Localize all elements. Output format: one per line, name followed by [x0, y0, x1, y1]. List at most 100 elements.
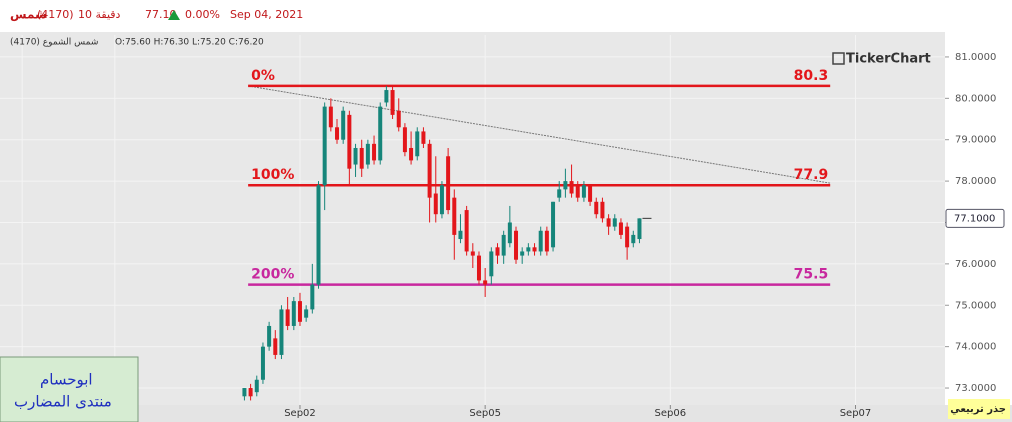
- y-tick-label: 80.0000: [955, 93, 996, 104]
- y-tick-label: 74.0000: [955, 342, 996, 353]
- y-tick-label: 78.0000: [955, 176, 996, 187]
- candle-body: [483, 280, 488, 285]
- series-label: (4170) شمس الشموع: [10, 38, 98, 48]
- candle-body: [421, 131, 426, 144]
- candle-body: [260, 346, 265, 380]
- candle-body: [396, 110, 401, 128]
- candle-body: [594, 201, 599, 215]
- candle-body: [489, 251, 494, 277]
- candle-body: [495, 247, 500, 256]
- candle-body: [563, 181, 568, 190]
- candle-body: [470, 251, 475, 256]
- candle-body: [297, 301, 302, 322]
- candle-body: [606, 218, 611, 227]
- candle-body: [384, 90, 389, 103]
- candle-body: [402, 127, 407, 153]
- candle-body: [588, 185, 593, 202]
- watermark-box: [0, 356, 139, 422]
- candle-body: [359, 147, 364, 169]
- candle-body: [452, 197, 457, 235]
- candle-body: [254, 379, 259, 393]
- fib-value: 80.3: [794, 68, 829, 84]
- candle-body: [316, 185, 321, 285]
- candle-body: [390, 90, 395, 115]
- candle-body: [353, 147, 358, 165]
- candle-body: [625, 226, 630, 248]
- y-tick-label: 75.0000: [955, 300, 996, 311]
- candle-body: [304, 309, 309, 318]
- candle-body: [446, 156, 451, 211]
- fib-value: 75.5: [794, 267, 829, 283]
- x-tick-label: Sep06: [655, 408, 687, 419]
- top-bar: [0, 0, 1012, 32]
- x-tick-label: Sep07: [840, 408, 872, 419]
- y-tick-label: 73.0000: [955, 383, 996, 394]
- candle-body: [433, 193, 438, 215]
- code: (4170): [37, 8, 74, 21]
- last-price: 77.10: [145, 8, 177, 21]
- change: 0.00%: [185, 8, 220, 21]
- candle-body: [322, 106, 327, 186]
- fib-label: 100%: [251, 167, 294, 183]
- candle-body: [372, 143, 377, 161]
- y-tick-label: 81.0000: [955, 52, 996, 63]
- brand: TickerChart: [846, 52, 931, 67]
- candle-body: [341, 110, 346, 140]
- candle-body: [514, 230, 519, 260]
- candle-body: [242, 388, 247, 397]
- candle-body: [328, 106, 333, 128]
- candle-body: [507, 222, 512, 244]
- ohlc: O:75.60 H:76.30 L:75.20 C:76.20: [115, 38, 264, 48]
- x-axis-area: [0, 405, 1012, 422]
- candle-body: [569, 181, 574, 194]
- y-tick-label: 76.0000: [955, 259, 996, 270]
- fib-label: 0%: [251, 68, 275, 84]
- candle-body: [551, 201, 556, 248]
- candle-body: [600, 201, 605, 219]
- symbol: شمس: [10, 8, 47, 22]
- candle-body: [365, 143, 370, 165]
- candle-body: [538, 230, 543, 252]
- date: Sep 04, 2021: [230, 8, 303, 21]
- candle-body: [544, 230, 549, 252]
- current-price-tag: [945, 208, 1005, 228]
- trendline: [248, 85, 831, 184]
- candle-body: [285, 309, 290, 326]
- candle-body: [532, 247, 537, 252]
- watermark-line1: ابوحسام: [40, 371, 93, 389]
- candle-body: [279, 309, 284, 355]
- brand-icon: [832, 52, 845, 65]
- candle-body: [618, 222, 623, 235]
- candle-body: [637, 218, 642, 240]
- candle-body: [575, 185, 580, 198]
- x-tick-label: Sep02: [284, 408, 316, 419]
- candle-body: [439, 185, 444, 215]
- candle-body: [581, 185, 586, 198]
- candle-body: [631, 234, 636, 244]
- candle-body: [273, 338, 278, 355]
- candle-body: [520, 251, 525, 256]
- candle-body: [464, 210, 469, 252]
- candle-body: [612, 218, 617, 227]
- candle-body: [335, 127, 340, 140]
- candle-body: [267, 325, 272, 347]
- candle-body: [409, 147, 414, 161]
- interval: 10 دقيقة: [78, 8, 121, 21]
- candle-body: [291, 301, 296, 326]
- candle-body: [427, 143, 432, 198]
- candle-body: [310, 284, 315, 310]
- watermark-line2: منتدى المضارب: [14, 393, 112, 411]
- candle-body: [415, 131, 420, 157]
- current-price-label: 77.1000: [954, 213, 995, 224]
- fib-value: 77.9: [794, 167, 829, 183]
- fib-label: 200%: [251, 267, 294, 283]
- candle-body: [476, 255, 481, 281]
- candle-body: [557, 189, 562, 198]
- candle-body: [458, 230, 463, 240]
- candle-body: [378, 106, 383, 161]
- candle-body: [501, 234, 506, 256]
- scale-mode-box[interactable]: [948, 399, 1010, 419]
- candle-body: [248, 388, 253, 397]
- scale-mode[interactable]: جذر تربيعي: [950, 404, 1006, 415]
